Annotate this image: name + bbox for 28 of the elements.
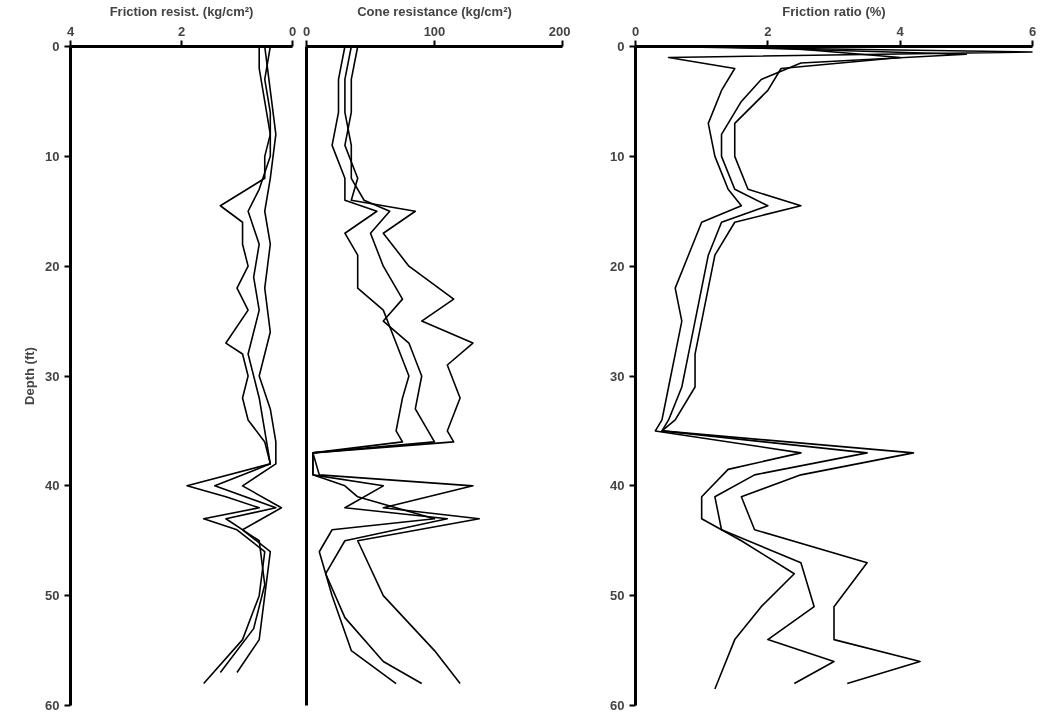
y-axis-title: Depth (ft) (22, 347, 38, 405)
x-tick-label: 2 (177, 23, 186, 39)
y-tick-label: 30 (45, 368, 60, 384)
y-tick-label: 10 (45, 148, 60, 164)
x-axis-title: Friction ratio (%) (782, 3, 886, 19)
x-tick-label: 6 (1028, 23, 1037, 39)
x-tick-label: 0 (288, 23, 297, 39)
y-tick-label: 20 (45, 258, 60, 274)
y-tick-label: 30 (610, 368, 625, 384)
x-tick-label: 0 (302, 23, 311, 39)
x-tick-label: 4 (896, 23, 905, 39)
y-tick-label: 60 (45, 698, 60, 713)
y-tick-label: 40 (610, 478, 625, 494)
x-tick-label: 200 (548, 23, 571, 39)
x-tick-label: 2 (764, 23, 772, 39)
x-tick-label: 0 (631, 23, 640, 39)
y-tick-label: 50 (610, 588, 625, 604)
y-tick-label: 60 (610, 698, 625, 713)
y-tick-label: 20 (610, 258, 625, 274)
y-tick-label: 0 (52, 39, 60, 54)
x-tick-label: 100 (423, 23, 446, 39)
y-tick-label: 40 (45, 478, 60, 494)
y-tick-label: 0 (617, 39, 625, 54)
y-tick-label: 10 (610, 148, 625, 164)
x-axis-title: Friction resist. (kg/cm²) (109, 3, 254, 19)
x-axis-title: Cone resistance (kg/cm²) (357, 3, 512, 19)
y-tick-label: 50 (45, 588, 60, 604)
x-tick-label: 4 (66, 23, 75, 39)
